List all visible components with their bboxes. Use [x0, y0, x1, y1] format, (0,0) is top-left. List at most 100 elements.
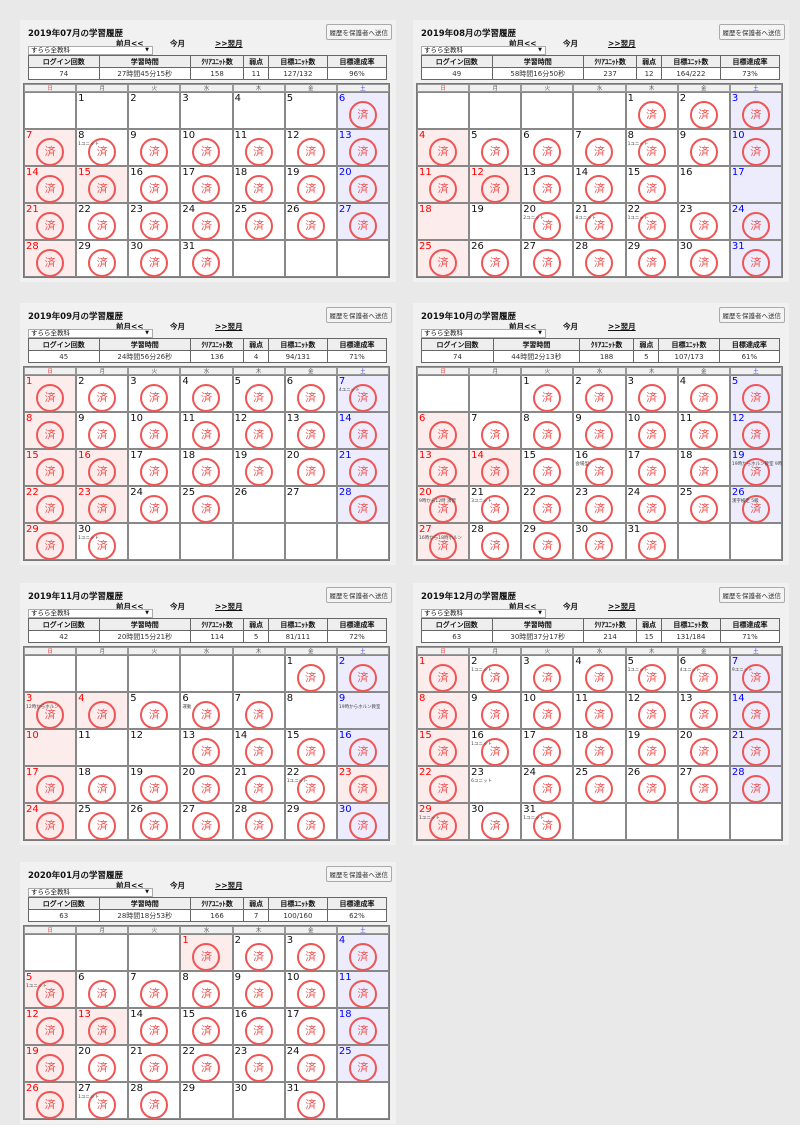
- calendar-day[interactable]: 14 済: [24, 166, 77, 203]
- current-month-link[interactable]: 今月: [170, 602, 185, 611]
- current-month-link[interactable]: 今月: [170, 39, 185, 48]
- calendar-day[interactable]: 12 済: [625, 692, 678, 729]
- calendar-day[interactable]: 8 1ユニット済: [76, 129, 129, 166]
- calendar-day[interactable]: 10: [24, 729, 77, 766]
- calendar-day[interactable]: 30: [232, 1082, 285, 1119]
- calendar-day[interactable]: 30 済: [677, 240, 730, 277]
- prev-month-link[interactable]: 前月<<: [509, 602, 537, 611]
- calendar-day[interactable]: 8 1ユニット済: [625, 129, 678, 166]
- calendar-day[interactable]: 29 済: [521, 523, 574, 560]
- calendar-day[interactable]: 24 済: [24, 803, 77, 840]
- calendar-day[interactable]: 25 済: [180, 486, 233, 523]
- calendar-day[interactable]: 28 済: [232, 803, 285, 840]
- calendar-day[interactable]: 20 9時から12時 演習済: [417, 486, 470, 523]
- calendar-day[interactable]: 22 1ユニット済: [284, 766, 337, 803]
- calendar-day[interactable]: 6 4ユニット済: [677, 655, 730, 692]
- send-to-guardian-button[interactable]: 履歴を保護者へ送信: [325, 587, 392, 603]
- calendar-day[interactable]: 3 12時からホルン済: [24, 692, 77, 729]
- calendar-day[interactable]: 20 済: [180, 766, 233, 803]
- calendar-day[interactable]: 14 済: [336, 412, 389, 449]
- calendar-day[interactable]: 18 済: [336, 1008, 389, 1045]
- subject-select[interactable]: すらら全教科 ▼: [28, 46, 153, 55]
- calendar-day[interactable]: 20 済: [284, 449, 337, 486]
- calendar-day[interactable]: 29 済: [76, 240, 129, 277]
- calendar-day[interactable]: 14 済: [573, 166, 626, 203]
- calendar-day[interactable]: 23 済: [573, 486, 626, 523]
- calendar-day[interactable]: 17 済: [625, 449, 678, 486]
- calendar-day[interactable]: 13 済: [76, 1008, 129, 1045]
- calendar-day[interactable]: 10 済: [521, 692, 574, 729]
- calendar-day[interactable]: 26 漢字検定 5級済: [729, 486, 782, 523]
- calendar-day[interactable]: 21 済: [729, 729, 782, 766]
- calendar-day[interactable]: 20 済: [76, 1045, 129, 1082]
- current-month-link[interactable]: 今月: [170, 322, 185, 331]
- calendar-day[interactable]: 16 済: [232, 1008, 285, 1045]
- calendar-day[interactable]: 22 済: [180, 1045, 233, 1082]
- current-month-link[interactable]: 今月: [170, 881, 185, 890]
- calendar-day[interactable]: 27 済: [180, 803, 233, 840]
- calendar-day[interactable]: 15 済: [417, 729, 470, 766]
- calendar-day[interactable]: 27 済: [521, 240, 574, 277]
- calendar-day[interactable]: 17 済: [180, 166, 233, 203]
- calendar-day[interactable]: 5 1ユニット済: [625, 655, 678, 692]
- calendar-day[interactable]: 9 19時からホルン教室: [336, 692, 389, 729]
- calendar-day[interactable]: 28 済: [573, 240, 626, 277]
- calendar-day[interactable]: 30 1ユニット済: [76, 523, 129, 560]
- calendar-day[interactable]: 21 済: [336, 449, 389, 486]
- calendar-day[interactable]: 30 済: [128, 240, 181, 277]
- calendar-day[interactable]: 11 済: [180, 412, 233, 449]
- calendar-day[interactable]: 23 6ユニット: [469, 766, 522, 803]
- calendar-day[interactable]: 11: [76, 729, 129, 766]
- next-month-link[interactable]: >>翌月: [215, 322, 243, 331]
- calendar-day[interactable]: 13 済: [180, 729, 233, 766]
- subject-select[interactable]: すらら全教科 ▼: [421, 329, 546, 338]
- calendar-day[interactable]: 17: [729, 166, 782, 203]
- calendar-day[interactable]: 24 済: [284, 1045, 337, 1082]
- calendar-day[interactable]: 18 済: [232, 166, 285, 203]
- calendar-day[interactable]: 11 済: [573, 692, 626, 729]
- calendar-day[interactable]: 12 済: [284, 129, 337, 166]
- calendar-day[interactable]: 22 済: [76, 203, 129, 240]
- calendar-day[interactable]: 13 済: [677, 692, 730, 729]
- prev-month-link[interactable]: 前月<<: [116, 602, 144, 611]
- calendar-day[interactable]: 31 済: [180, 240, 233, 277]
- calendar-day[interactable]: 15 済: [180, 1008, 233, 1045]
- next-month-link[interactable]: >>翌月: [608, 602, 636, 611]
- calendar-day[interactable]: 22 1ユニット済: [625, 203, 678, 240]
- calendar-day[interactable]: 13 済: [521, 166, 574, 203]
- calendar-day[interactable]: 12 済: [232, 412, 285, 449]
- calendar-day[interactable]: 29 済: [284, 803, 337, 840]
- calendar-day[interactable]: 11 済: [677, 412, 730, 449]
- calendar-day[interactable]: 14 済: [729, 692, 782, 729]
- calendar-day[interactable]: 24 済: [521, 766, 574, 803]
- calendar-day[interactable]: 29 済: [625, 240, 678, 277]
- calendar-day[interactable]: 19 済: [625, 729, 678, 766]
- calendar-day[interactable]: 26 済: [625, 766, 678, 803]
- calendar-day[interactable]: 5 1ユニット済: [24, 971, 77, 1008]
- send-to-guardian-button[interactable]: 履歴を保護者へ送信: [325, 24, 392, 40]
- calendar-day[interactable]: 26 済: [469, 240, 522, 277]
- prev-month-link[interactable]: 前月<<: [509, 322, 537, 331]
- calendar-day[interactable]: 21 済: [232, 766, 285, 803]
- calendar-day[interactable]: 25 済: [417, 240, 470, 277]
- send-to-guardian-button[interactable]: 履歴を保護者へ送信: [718, 307, 785, 323]
- calendar-day[interactable]: 27 済: [677, 766, 730, 803]
- next-month-link[interactable]: >>翌月: [215, 602, 243, 611]
- calendar-day[interactable]: 30 済: [573, 523, 626, 560]
- current-month-link[interactable]: 今月: [563, 39, 578, 48]
- prev-month-link[interactable]: 前月<<: [116, 322, 144, 331]
